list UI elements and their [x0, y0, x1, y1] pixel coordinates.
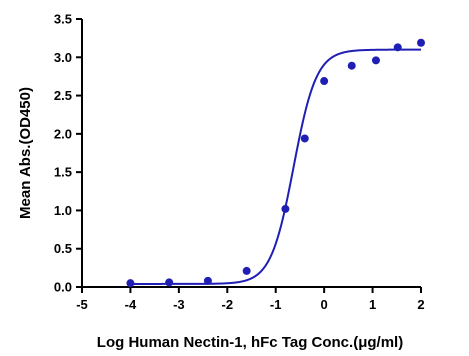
- y-axis-title: Mean Abs.(OD450): [17, 87, 34, 219]
- data-point: [281, 204, 290, 213]
- x-tick-label: -3: [173, 297, 185, 312]
- fit-curve: [130, 48, 421, 285]
- x-ticks: -5 -4 -3 -2 -1 0 1 2: [76, 287, 425, 312]
- y-tick-label: 3.5: [54, 12, 72, 27]
- data-point: [320, 77, 329, 86]
- data-point: [300, 134, 309, 143]
- data-point: [393, 43, 402, 52]
- data-points: [126, 38, 425, 288]
- y-ticks: 0.0 0.5 1.0 1.5 2.0 2.5 3.0 3.5: [54, 12, 82, 295]
- data-point: [242, 266, 251, 275]
- y-tick-label: 1.5: [54, 165, 72, 180]
- x-tick-label: -2: [222, 297, 234, 312]
- x-tick-label: 1: [369, 297, 376, 312]
- y-tick-label: 1.0: [54, 203, 72, 218]
- x-tick-label: 0: [321, 297, 328, 312]
- x-tick-label: -5: [76, 297, 88, 312]
- x-tick-label: -1: [270, 297, 282, 312]
- y-tick-label: 2.0: [54, 126, 72, 141]
- data-point: [371, 56, 380, 65]
- data-point: [417, 38, 425, 47]
- axes: [81, 19, 421, 288]
- y-tick-label: 0.0: [54, 280, 72, 295]
- y-tick-label: 3.0: [54, 50, 72, 65]
- fit-curve-layer: [130, 48, 421, 285]
- x-tick-label: 2: [417, 297, 424, 312]
- data-point: [165, 278, 174, 287]
- x-tick-label: -4: [125, 297, 137, 312]
- data-point: [347, 61, 356, 70]
- x-axis-title: Log Human Nectin-1, hFc Tag Conc.(μg/ml): [97, 334, 403, 351]
- data-point: [126, 279, 135, 288]
- data-point: [203, 276, 212, 285]
- y-tick-label: 0.5: [54, 241, 72, 256]
- y-tick-label: 2.5: [54, 88, 72, 103]
